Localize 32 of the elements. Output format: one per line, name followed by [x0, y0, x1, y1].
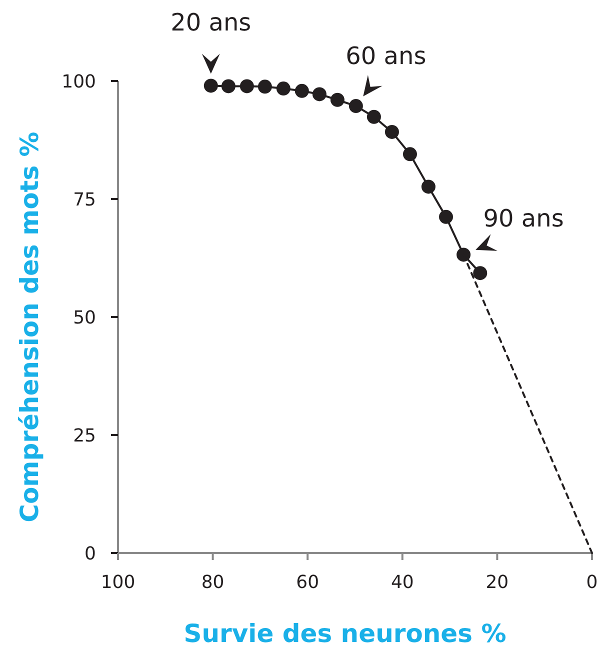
point [366, 110, 381, 124]
y-tick-label: 100 [62, 71, 96, 92]
x-axis-title: Survie des neurones % [184, 619, 506, 646]
point [439, 210, 454, 224]
y-tick-label: 25 [73, 425, 96, 446]
point [348, 99, 363, 114]
x-tick-label: 60 [296, 572, 320, 593]
point [330, 92, 344, 107]
annotation: 20 ans [170, 8, 252, 37]
point [204, 78, 218, 93]
x-tick-label: 20 [486, 572, 509, 593]
y-axis-title: Compréhension des mots % [15, 132, 44, 522]
x-tick-label: 100 [100, 572, 136, 593]
x-tick-label: 40 [390, 572, 414, 593]
y-tick-label: 0 [84, 543, 96, 564]
point [384, 124, 399, 139]
point [258, 80, 272, 94]
point [294, 84, 309, 98]
point [240, 79, 254, 94]
point [473, 266, 488, 280]
annotation: 60 ans [346, 42, 426, 70]
y-tick-label: 75 [73, 189, 96, 210]
point [402, 147, 417, 162]
point [421, 180, 436, 194]
point [456, 248, 471, 262]
y-tick-label: 50 [73, 307, 96, 328]
point [221, 79, 236, 94]
x-tick-label: 80 [201, 572, 224, 593]
point [312, 87, 326, 102]
annotation: 90 ans [483, 204, 564, 233]
point [276, 82, 290, 96]
x-tick-label: 0 [586, 572, 598, 593]
